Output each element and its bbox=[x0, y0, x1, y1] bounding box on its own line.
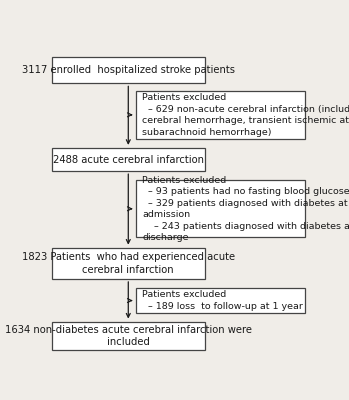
Text: Patients excluded
  – 189 loss  to follow-up at 1 year: Patients excluded – 189 loss to follow-u… bbox=[142, 290, 303, 311]
FancyBboxPatch shape bbox=[135, 91, 305, 139]
FancyBboxPatch shape bbox=[52, 322, 205, 350]
FancyBboxPatch shape bbox=[135, 180, 305, 238]
Text: 2488 acute cerebral infarction: 2488 acute cerebral infarction bbox=[53, 155, 204, 165]
Text: 1634 non-diabetes acute cerebral infarction were
included: 1634 non-diabetes acute cerebral infarct… bbox=[5, 324, 252, 347]
FancyBboxPatch shape bbox=[52, 148, 205, 171]
Text: Patients excluded
  – 629 non-acute cerebral infarction (include
cerebral hemorr: Patients excluded – 629 non-acute cerebr… bbox=[142, 93, 349, 137]
Text: Patients excluded
  – 93 patients had no fasting blood glucose
  – 329 patients : Patients excluded – 93 patients had no f… bbox=[142, 176, 349, 242]
Text: 3117 enrolled  hospitalized stroke patients: 3117 enrolled hospitalized stroke patien… bbox=[22, 65, 235, 75]
FancyBboxPatch shape bbox=[52, 57, 205, 84]
Text: 1823 Patients  who had experienced acute
cerebral infarction: 1823 Patients who had experienced acute … bbox=[22, 252, 235, 275]
FancyBboxPatch shape bbox=[135, 288, 305, 313]
FancyBboxPatch shape bbox=[52, 248, 205, 279]
